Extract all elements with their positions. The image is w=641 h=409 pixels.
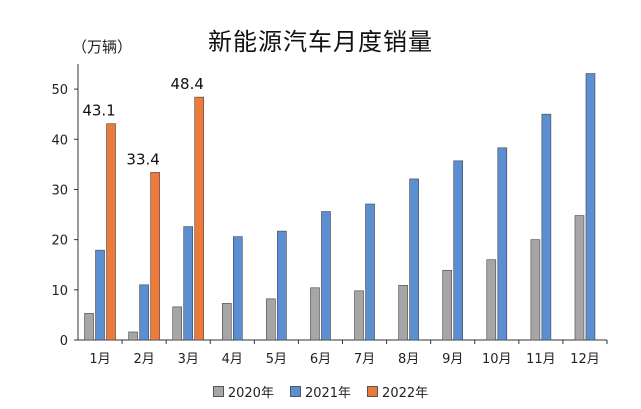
bar-2022年-2月 [150,172,160,341]
bar-2021年-10月 [497,147,508,341]
x-tick-label: 2月 [133,352,154,367]
bar-2021年-6月 [321,211,331,341]
bar-2021年-4月 [232,236,243,341]
bar-2020年-5月 [266,298,276,341]
bar-2021年-2月 [139,284,149,341]
bar-2021年-5月 [277,230,287,341]
legend-item-2021: 2021年 [289,382,352,401]
bar-2020年-4月 [221,303,232,341]
y-tick-label: 30 [51,183,68,198]
y-tick-label: 20 [51,234,68,249]
bar-2021年-1月 [95,249,105,341]
legend: 2020年 2021年 2022年 [0,382,641,401]
x-tick-label: 7月 [354,352,375,367]
legend-label-2022: 2022年 [382,386,429,401]
bar-2020年-8月 [398,285,408,341]
legend-swatch-2020 [212,386,224,397]
legend-item-2022: 2022年 [367,382,428,401]
data-label-3月: 48.4 [171,75,204,93]
bar-2022年-3月 [194,96,205,341]
bar-2020年-1月 [84,313,94,341]
legend-swatch-2022 [367,386,379,397]
bar-2020年-3月 [172,306,183,341]
x-tick-label: 11月 [526,352,556,367]
chart-bars [84,73,596,341]
x-tick-label: 4月 [222,352,243,367]
x-tick-label: 12月 [570,352,600,367]
data-label-2月: 33.4 [126,150,159,168]
legend-label-2020: 2020年 [227,386,274,401]
bar-2020年-6月 [310,287,320,341]
chart-title: 新能源汽车月度销量 [208,28,433,56]
bar-2021年-11月 [541,113,552,341]
chart-labels: 43.1 33.4 48.4 [82,75,204,168]
bar-2021年-7月 [365,203,375,341]
data-label-1月: 43.1 [82,102,115,120]
x-tick-label: 1月 [89,352,110,367]
y-axis-unit-label: （万辆） [72,38,133,56]
y-tick-label: 40 [51,133,68,148]
chart-axes: 0 10 20 30 40 50 1月 2月 3月 4月 5月 6月 7月 8月 9月 10月 11月 12月 [51,64,608,367]
bar-2021年-8月 [409,178,419,341]
bar-2021年-3月 [183,226,194,341]
x-tick-label: 6月 [310,352,331,367]
bar-2020年-9月 [442,269,453,341]
legend-swatch-2021 [289,386,301,397]
legend-item-2020: 2020年 [212,382,274,401]
bar-2020年-10月 [486,259,497,341]
bar-2021年-12月 [585,73,596,341]
y-tick-label: 10 [51,284,68,299]
x-tick-label: 3月 [178,352,199,367]
x-tick-label: 5月 [266,352,287,367]
bar-2020年-12月 [574,215,585,341]
y-tick-label: 0 [60,334,68,349]
bar-2020年-2月 [128,331,138,341]
y-tick-label: 50 [51,83,68,98]
bar-2021年-9月 [453,160,464,341]
x-tick-label: 9月 [442,352,463,367]
x-tick-label: 10月 [482,352,512,367]
bar-2020年-7月 [354,290,364,341]
bar-2022年-1月 [106,123,116,341]
bar-2020年-11月 [530,239,541,341]
legend-label-2021: 2021年 [304,386,352,401]
x-tick-label: 8月 [398,352,419,367]
